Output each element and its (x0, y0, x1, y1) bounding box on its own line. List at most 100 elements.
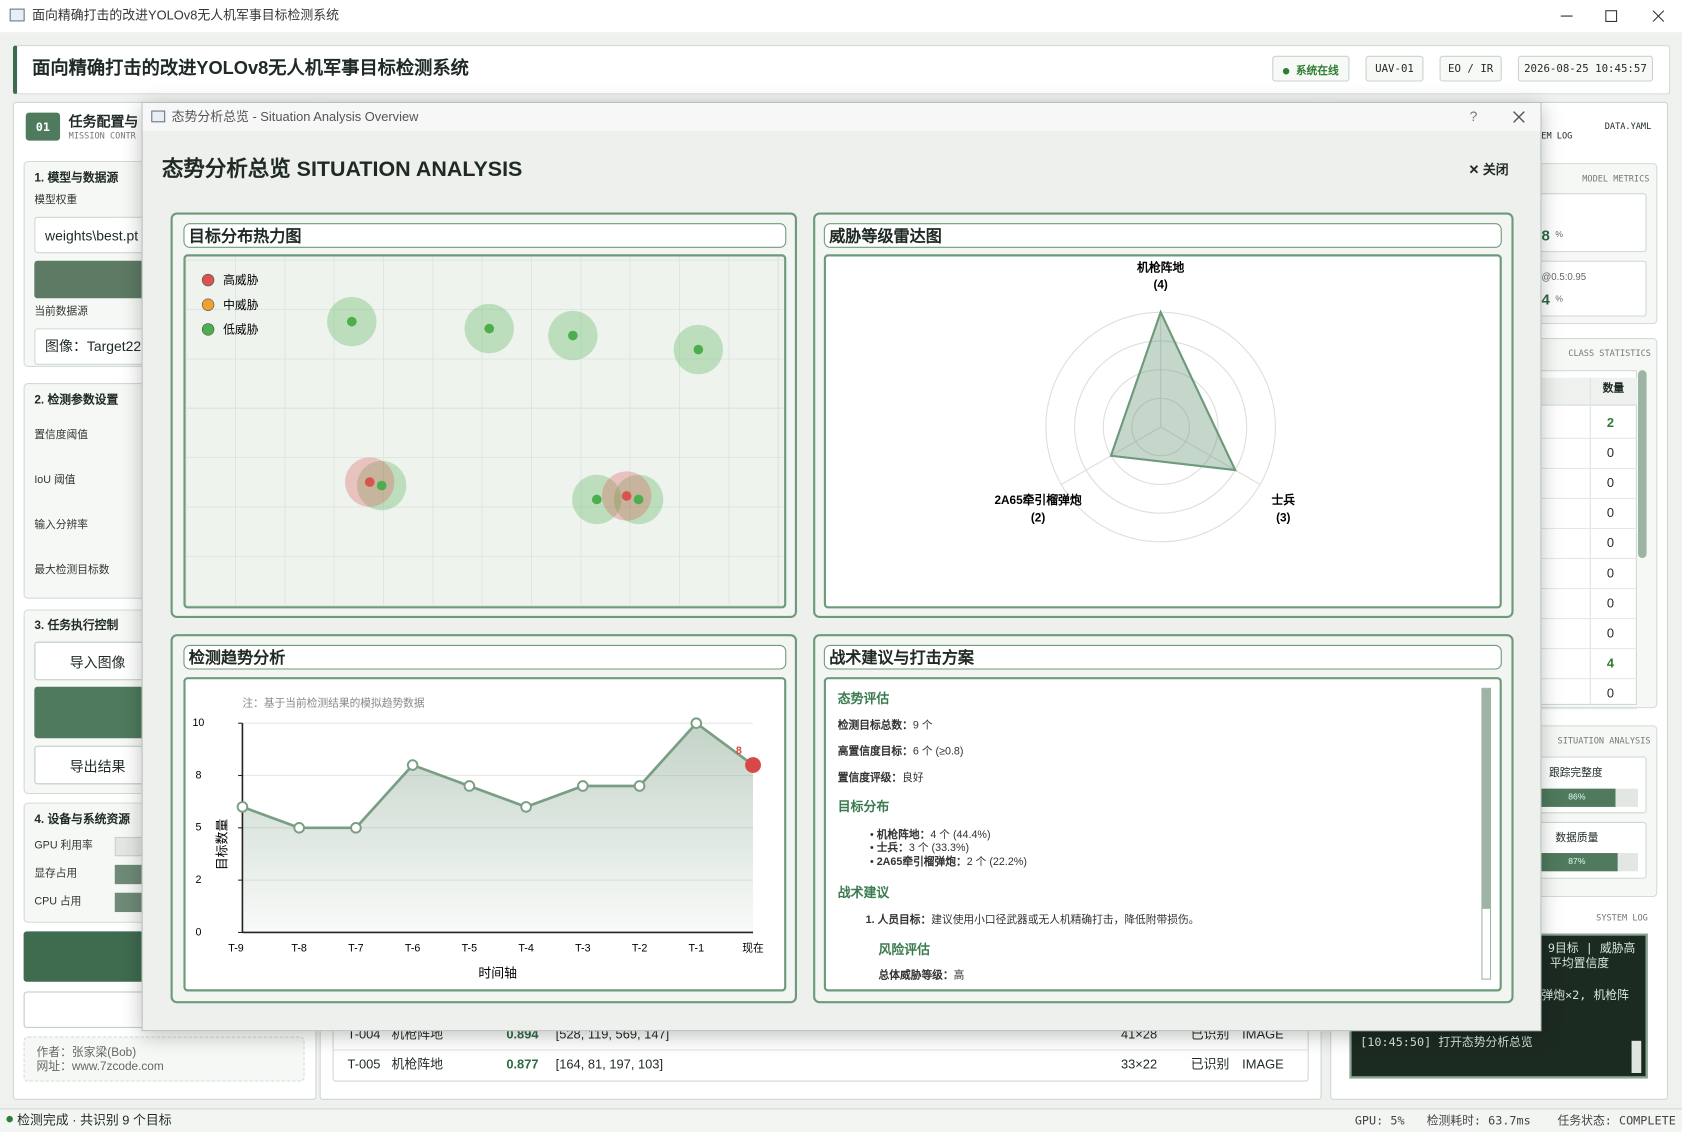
status-message: 检测完成 · 共识别 9 个目标 (17, 1112, 172, 1128)
item-label: 士兵： (876, 842, 909, 855)
item-value: 高 (953, 969, 965, 982)
dialog-close-icon[interactable] (1511, 109, 1526, 124)
param-label: 最大检测目标数 (34, 564, 110, 577)
class-count: 0 (1606, 625, 1615, 641)
close-button[interactable]: ✕ 关闭 (1468, 162, 1509, 178)
table-cell: IMAGE (1242, 1026, 1284, 1042)
trend-frame (183, 677, 787, 992)
section-title: 2. 检测参数设置 (34, 393, 119, 407)
dialog-title: 态势分析总览 SITUATION ANALYSIS (161, 157, 523, 182)
tactics-heading: 战术建议 (837, 885, 890, 901)
indicator-value: 87% (1568, 856, 1586, 866)
scroll-thumb[interactable] (1482, 688, 1490, 909)
latency-status: 检测耗时: 63.7ms (1426, 1113, 1531, 1128)
tactics-content: 态势评估 检测目标总数：9 个 高置信度目标：6 个 (≥0.8) 置信度评级：… (829, 684, 1473, 982)
help-button[interactable]: ? (1469, 108, 1478, 125)
tactics-item: • 2A65牵引榴弹炮：2 个 (22.2%) (869, 856, 1027, 869)
dialog-title-bar (142, 103, 1541, 131)
table-cell: T-004 (347, 1026, 381, 1042)
tactics-heading: 风险评估 (878, 942, 931, 958)
tactics-item: 置信度评级：良好 (838, 773, 924, 785)
tab: DATA.YAML (1604, 121, 1652, 131)
weights-value: weights\best.pt (45, 227, 139, 244)
author: 作者：张家梁(Bob) (36, 1046, 137, 1060)
resource-label: 显存占用 (34, 868, 78, 880)
class-count: 0 (1606, 475, 1615, 491)
table-cell: 0.894 (506, 1026, 539, 1042)
radar-frame (823, 254, 1502, 609)
item-value: 2 个 (22.2%) (966, 856, 1027, 869)
metric-unit: % (1555, 229, 1564, 240)
dialog-window-title: 态势分析总览 - Situation Analysis Overview (171, 109, 419, 125)
tactics-item: 高置信度目标：6 个 (≥0.8) (838, 745, 964, 758)
table-cell: 机枪阵地 (391, 1056, 444, 1072)
export-button[interactable]: 导出结果 (34, 745, 161, 785)
tactics-item: • 机枪阵地：4 个 (44.4%) (869, 829, 991, 842)
item-label: 2A65牵引榴弹炮： (876, 856, 967, 869)
table-cell: 0.877 (506, 1056, 539, 1072)
item-value: 建议使用小口径武器或无人机精确打击，降低附带损伤。 (931, 914, 1200, 926)
log-line: 平均置信度 (1550, 956, 1610, 970)
status-dot (6, 1115, 13, 1123)
window-title: 面向精确打击的改进YOLOv8无人机军事目标检测系统 (32, 7, 340, 23)
panel-title: 战术建议与打击方案 (823, 644, 1502, 670)
table-cell: IMAGE (1242, 1056, 1284, 1072)
class-count: 0 (1606, 535, 1615, 551)
count-header: 数量 (1602, 383, 1625, 395)
metric-unit: % (1555, 294, 1564, 304)
item-label: 1. 人员目标： (865, 914, 932, 926)
metric-label: @0.5:0.95 (1541, 271, 1587, 283)
panel-subtitle: MISSION CONTR (68, 130, 136, 141)
scrollbar[interactable] (1638, 370, 1647, 558)
table-cell: 已识别 (1190, 1026, 1230, 1042)
tactics-item: 检测目标总数：9 个 (838, 721, 933, 732)
table-cell: [164, 81, 197, 103] (555, 1056, 664, 1072)
author-box (23, 1036, 305, 1082)
panel-index: 01 (25, 112, 61, 141)
panel-title: 任务配置与 (68, 113, 139, 130)
tactics-frame (823, 677, 1502, 992)
card-title: SITUATION ANALYSIS (1557, 736, 1651, 746)
param-label: IoU 阈值 (34, 474, 76, 487)
source-value: 图像：Target22. (45, 337, 146, 355)
item-label: 总体威胁等级： (878, 969, 954, 982)
resource-label: GPU 利用率 (34, 840, 93, 852)
tactics-item: 总体威胁等级：高 (879, 971, 965, 982)
time-badge: 2026-08-25 10:45:57 (1517, 55, 1654, 82)
class-count: 0 (1606, 505, 1615, 521)
status-bar (0, 1108, 1682, 1132)
class-count: 0 (1606, 685, 1615, 701)
task-status: 任务状态: COMPLETE (1557, 1113, 1676, 1128)
tactics-heading: 态势评估 (837, 691, 890, 707)
item-label: 机枪阵地： (876, 829, 931, 842)
field-label: 模型权重 (34, 194, 78, 207)
window-controls[interactable] (1555, 6, 1673, 25)
item-value: 6 个 (≥0.8) (912, 745, 964, 758)
import-button[interactable]: 导入图像 (34, 641, 161, 681)
tactics-scrollbar[interactable] (1481, 687, 1492, 980)
card-title: MODEL METRICS (1582, 173, 1650, 184)
table-cell: T-005 (347, 1056, 381, 1072)
table-cell: 已识别 (1190, 1056, 1230, 1072)
card-title: SYSTEM LOG (1596, 913, 1648, 923)
uav-badge: UAV-01 (1365, 55, 1424, 82)
table-cell: 41×28 (1120, 1026, 1158, 1042)
gpu-status: GPU: 5% (1354, 1113, 1405, 1128)
class-count: 0 (1606, 565, 1615, 581)
sensor-badge: EO / IR (1439, 55, 1502, 82)
website: 网址：www.7zcode.com (36, 1060, 164, 1073)
table-cell: [528, 119, 569, 147] (555, 1026, 670, 1042)
item-value: 3 个 (33.3%) (908, 842, 970, 855)
dialog: 态势分析总览 - Situation Analysis Overview ? 态… (141, 101, 1542, 1032)
title-bar (0, 0, 1682, 33)
app-icon (9, 8, 25, 22)
section-title: 3. 任务执行控制 (34, 619, 119, 632)
table-cell: 33×22 (1120, 1056, 1158, 1072)
section-title: 4. 设备与系统资源 (34, 813, 131, 827)
indicator-label: 数据质量 (1555, 832, 1599, 845)
status-badge: ● 系统在线 (1272, 55, 1350, 82)
resource-label: CPU 占用 (34, 895, 82, 908)
log-scrollbar[interactable] (1631, 1040, 1642, 1073)
